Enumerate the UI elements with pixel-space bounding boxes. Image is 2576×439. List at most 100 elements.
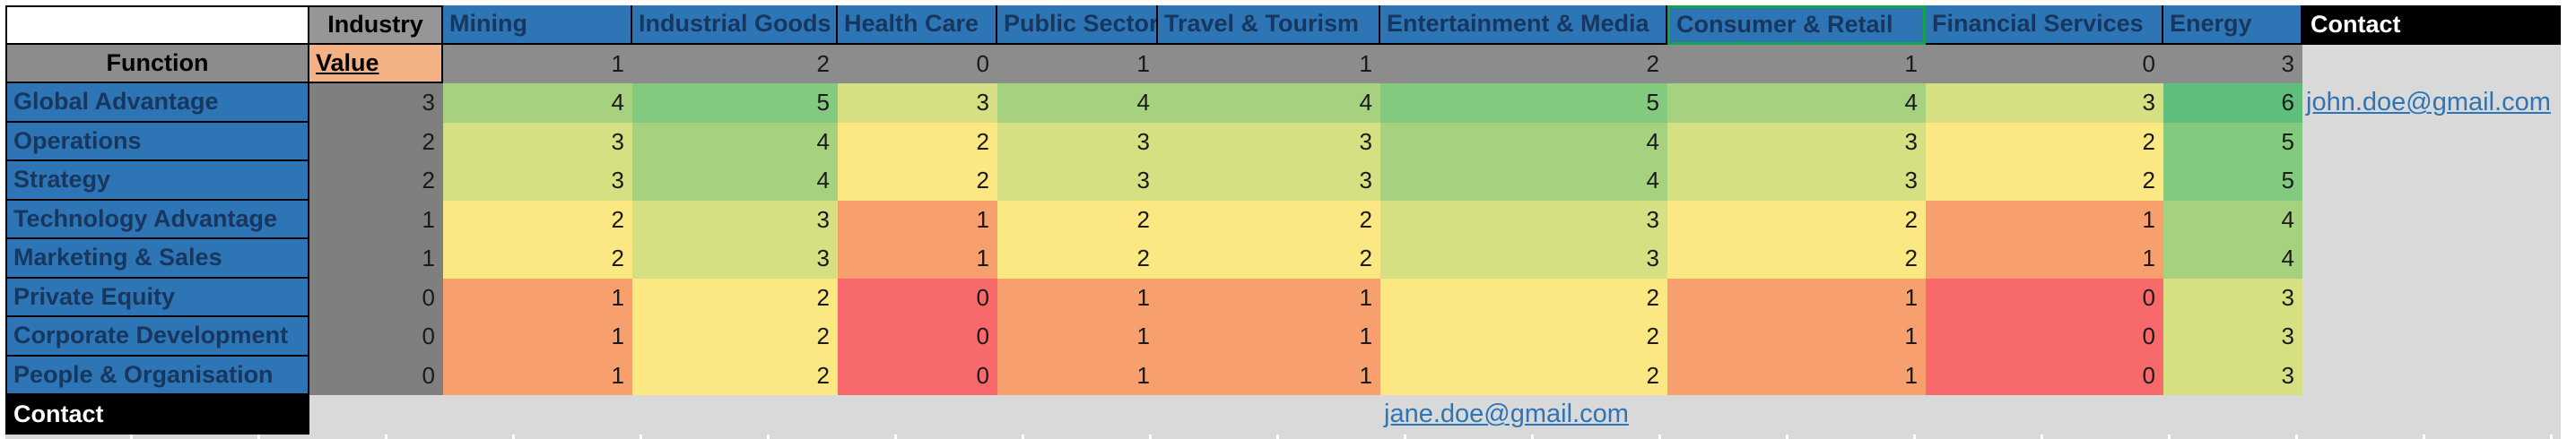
heat-cell-global-advantage-financial-services[interactable]: 3: [1926, 83, 2163, 123]
empty-cell[interactable]: [443, 395, 632, 435]
industry-value-health-care[interactable]: 0: [838, 44, 997, 83]
empty-cell[interactable]: [2302, 44, 2561, 83]
heat-cell-people-and-organisation-energy[interactable]: 3: [2163, 356, 2302, 395]
heat-cell-people-and-organisation-consumer-and-retail[interactable]: 1: [1667, 356, 1926, 395]
function-label-technology-advantage[interactable]: Technology Advantage: [5, 200, 309, 239]
heat-cell-strategy-energy[interactable]: 5: [2163, 161, 2302, 201]
contact-email-link[interactable]: john.doe@gmail.com: [2306, 88, 2551, 117]
heat-cell-global-advantage-consumer-and-retail[interactable]: 4: [1667, 83, 1926, 123]
heat-cell-marketing-and-sales-health-care[interactable]: 1: [838, 239, 997, 279]
bottom-email-link[interactable]: jane.doe@gmail.com: [1384, 400, 1629, 429]
industry-header-cell[interactable]: Industry: [309, 5, 443, 45]
corner-cell[interactable]: [5, 5, 309, 45]
function-value-private-equity[interactable]: 0: [309, 278, 443, 317]
heat-cell-operations-mining[interactable]: 3: [443, 122, 632, 161]
heat-cell-operations-health-care[interactable]: 2: [838, 122, 997, 161]
heat-cell-people-and-organisation-travel-and-tourism[interactable]: 1: [1158, 356, 1380, 395]
heat-cell-global-advantage-public-sector[interactable]: 4: [997, 83, 1158, 123]
heat-cell-technology-advantage-financial-services[interactable]: 1: [1926, 200, 2163, 239]
value-header-cell[interactable]: Value: [309, 44, 443, 83]
column-header-industrial-goods[interactable]: Industrial Goods: [632, 5, 838, 45]
function-label-global-advantage[interactable]: Global Advantage: [5, 83, 309, 123]
heat-cell-people-and-organisation-industrial-goods[interactable]: 2: [632, 356, 838, 395]
heat-cell-strategy-travel-and-tourism[interactable]: 3: [1158, 161, 1380, 201]
heat-cell-marketing-and-sales-energy[interactable]: 4: [2163, 239, 2302, 279]
function-value-operations[interactable]: 2: [309, 122, 443, 161]
heat-cell-operations-energy[interactable]: 5: [2163, 122, 2302, 161]
industry-value-financial-services[interactable]: 0: [1926, 44, 2163, 83]
column-header-financial-services[interactable]: Financial Services: [1926, 5, 2163, 45]
heat-cell-people-and-organisation-public-sector[interactable]: 1: [997, 356, 1158, 395]
empty-cell[interactable]: [2302, 161, 2561, 201]
heat-cell-global-advantage-mining[interactable]: 4: [443, 83, 632, 123]
function-header-cell[interactable]: Function: [5, 44, 309, 83]
industry-value-industrial-goods[interactable]: 2: [632, 44, 838, 83]
heat-cell-private-equity-health-care[interactable]: 0: [838, 278, 997, 317]
column-header-mining[interactable]: Mining: [443, 5, 632, 45]
empty-cell[interactable]: [1667, 395, 1926, 435]
heat-cell-marketing-and-sales-travel-and-tourism[interactable]: 2: [1158, 239, 1380, 279]
empty-cell[interactable]: [838, 395, 997, 435]
function-value-strategy[interactable]: 2: [309, 161, 443, 201]
heat-cell-strategy-entertainment-and-media[interactable]: 4: [1380, 161, 1667, 201]
industry-value-entertainment-and-media[interactable]: 2: [1380, 44, 1667, 83]
heat-cell-corporate-development-financial-services[interactable]: 0: [1926, 317, 2163, 357]
heat-cell-strategy-consumer-and-retail[interactable]: 3: [1667, 161, 1926, 201]
heat-cell-marketing-and-sales-financial-services[interactable]: 1: [1926, 239, 2163, 279]
column-header-travel-and-tourism[interactable]: Travel & Tourism: [1158, 5, 1380, 45]
heat-cell-corporate-development-health-care[interactable]: 0: [838, 317, 997, 357]
empty-cell[interactable]: [2302, 317, 2561, 357]
empty-cell[interactable]: [2163, 395, 2302, 435]
heat-cell-global-advantage-industrial-goods[interactable]: 5: [632, 83, 838, 123]
heat-cell-marketing-and-sales-industrial-goods[interactable]: 3: [632, 239, 838, 279]
bottom-email-cell[interactable]: jane.doe@gmail.com: [1380, 395, 1667, 435]
industry-value-consumer-and-retail[interactable]: 1: [1667, 44, 1926, 83]
heat-cell-marketing-and-sales-mining[interactable]: 2: [443, 239, 632, 279]
heat-cell-operations-industrial-goods[interactable]: 4: [632, 122, 838, 161]
heat-cell-global-advantage-entertainment-and-media[interactable]: 5: [1380, 83, 1667, 123]
heat-cell-private-equity-entertainment-and-media[interactable]: 2: [1380, 278, 1667, 317]
column-header-health-care[interactable]: Health Care: [838, 5, 997, 45]
heat-cell-technology-advantage-entertainment-and-media[interactable]: 3: [1380, 200, 1667, 239]
heat-cell-corporate-development-consumer-and-retail[interactable]: 1: [1667, 317, 1926, 357]
column-header-consumer-and-retail[interactable]: Consumer & Retail: [1667, 5, 1926, 45]
heat-cell-private-equity-energy[interactable]: 3: [2163, 278, 2302, 317]
heat-cell-operations-public-sector[interactable]: 3: [997, 122, 1158, 161]
industry-value-energy[interactable]: 3: [2163, 44, 2302, 83]
empty-cell[interactable]: [997, 395, 1158, 435]
heat-cell-marketing-and-sales-public-sector[interactable]: 2: [997, 239, 1158, 279]
heat-cell-people-and-organisation-health-care[interactable]: 0: [838, 356, 997, 395]
empty-cell[interactable]: [2302, 239, 2561, 279]
heat-cell-technology-advantage-industrial-goods[interactable]: 3: [632, 200, 838, 239]
heat-cell-technology-advantage-public-sector[interactable]: 2: [997, 200, 1158, 239]
heat-cell-private-equity-industrial-goods[interactable]: 2: [632, 278, 838, 317]
function-value-marketing-and-sales[interactable]: 1: [309, 239, 443, 279]
empty-cell[interactable]: [1158, 395, 1380, 435]
heat-cell-strategy-health-care[interactable]: 2: [838, 161, 997, 201]
heat-cell-corporate-development-energy[interactable]: 3: [2163, 317, 2302, 357]
heat-cell-private-equity-public-sector[interactable]: 1: [997, 278, 1158, 317]
heat-cell-strategy-public-sector[interactable]: 3: [997, 161, 1158, 201]
column-header-public-sector[interactable]: Public Sector: [997, 5, 1158, 45]
heat-cell-corporate-development-travel-and-tourism[interactable]: 1: [1158, 317, 1380, 357]
heat-cell-corporate-development-public-sector[interactable]: 1: [997, 317, 1158, 357]
empty-cell[interactable]: [2302, 395, 2561, 435]
function-label-people-and-organisation[interactable]: People & Organisation: [5, 356, 309, 395]
heat-cell-operations-entertainment-and-media[interactable]: 4: [1380, 122, 1667, 161]
heat-cell-private-equity-financial-services[interactable]: 0: [1926, 278, 2163, 317]
heat-cell-technology-advantage-health-care[interactable]: 1: [838, 200, 997, 239]
industry-value-public-sector[interactable]: 1: [997, 44, 1158, 83]
empty-cell[interactable]: [2302, 200, 2561, 239]
heat-cell-strategy-industrial-goods[interactable]: 4: [632, 161, 838, 201]
heat-cell-technology-advantage-consumer-and-retail[interactable]: 2: [1667, 200, 1926, 239]
heat-cell-people-and-organisation-mining[interactable]: 1: [443, 356, 632, 395]
heat-cell-strategy-mining[interactable]: 3: [443, 161, 632, 201]
empty-cell[interactable]: [632, 395, 838, 435]
function-label-private-equity[interactable]: Private Equity: [5, 278, 309, 317]
heat-cell-people-and-organisation-entertainment-and-media[interactable]: 2: [1380, 356, 1667, 395]
heat-cell-global-advantage-health-care[interactable]: 3: [838, 83, 997, 123]
heat-cell-corporate-development-industrial-goods[interactable]: 2: [632, 317, 838, 357]
heat-cell-technology-advantage-energy[interactable]: 4: [2163, 200, 2302, 239]
function-label-corporate-development[interactable]: Corporate Development: [5, 317, 309, 357]
function-value-people-and-organisation[interactable]: 0: [309, 356, 443, 395]
